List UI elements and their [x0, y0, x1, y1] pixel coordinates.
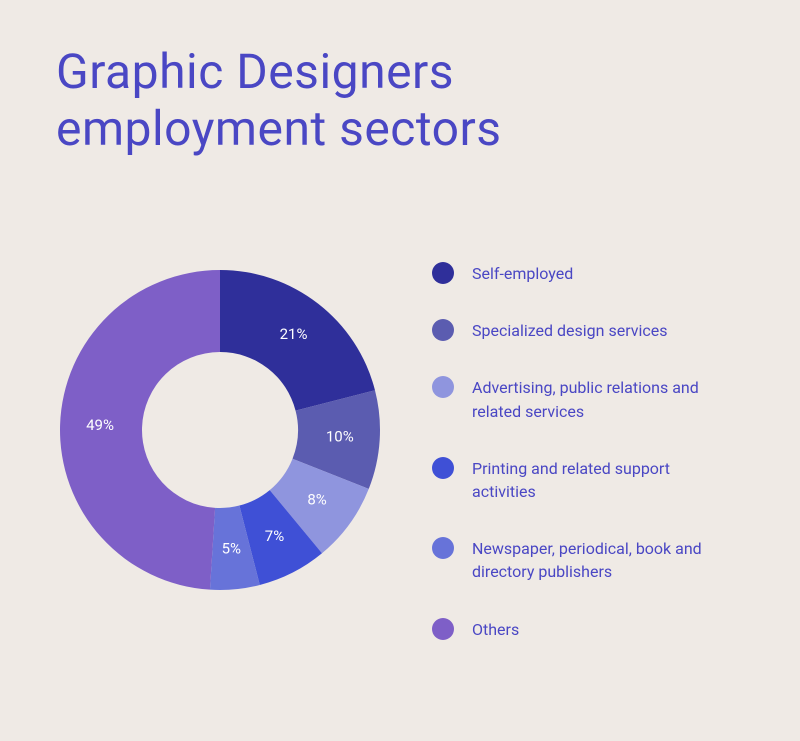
legend-label: Specialized design services	[472, 319, 668, 342]
slice-label-advertising: 8%	[307, 491, 326, 509]
slice-label-others: 49%	[86, 416, 114, 434]
donut-chart: 21% 10% 8% 7% 5% 49%	[40, 250, 400, 610]
slice-label-newspaper: 5%	[222, 539, 241, 557]
legend-label: Self-employed	[472, 262, 573, 285]
chart-title: Graphic Designers employment sectors	[56, 44, 502, 157]
legend-swatch	[432, 319, 454, 341]
slice-label-printing: 7%	[265, 527, 284, 545]
legend-label: Others	[472, 618, 519, 641]
legend: Self-employed Specialized design services…	[432, 262, 772, 641]
legend-item: Others	[432, 618, 772, 641]
legend-item: Advertising, public relations and relate…	[432, 376, 772, 422]
legend-label: Newspaper, periodical, book and director…	[472, 537, 732, 583]
legend-item: Self-employed	[432, 262, 772, 285]
slice-label-specialized: 10%	[326, 428, 354, 446]
legend-item: Specialized design services	[432, 319, 772, 342]
infographic-canvas: Graphic Designers employment sectors 21%…	[0, 0, 800, 741]
legend-label: Printing and related support activities	[472, 457, 732, 503]
legend-swatch	[432, 376, 454, 398]
donut-slice-others	[60, 270, 220, 590]
legend-swatch	[432, 537, 454, 559]
slice-label-self-employed: 21%	[280, 325, 308, 343]
legend-item: Printing and related support activities	[432, 457, 772, 503]
legend-swatch	[432, 457, 454, 479]
legend-label: Advertising, public relations and relate…	[472, 376, 732, 422]
legend-swatch	[432, 618, 454, 640]
legend-item: Newspaper, periodical, book and director…	[432, 537, 772, 583]
legend-swatch	[432, 262, 454, 284]
